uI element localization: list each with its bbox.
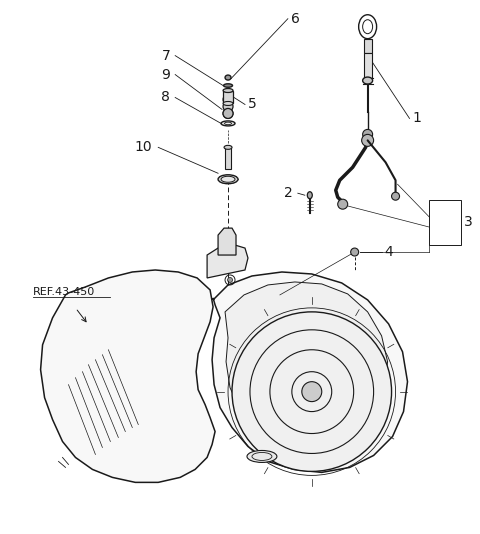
Text: 6: 6 [291, 12, 300, 26]
Text: 5: 5 [248, 98, 257, 112]
Ellipse shape [223, 89, 233, 92]
Ellipse shape [224, 84, 232, 87]
Ellipse shape [224, 145, 232, 150]
Circle shape [223, 108, 233, 119]
Polygon shape [41, 270, 215, 482]
Polygon shape [212, 272, 408, 473]
Bar [430, 200, 461, 245]
Circle shape [361, 135, 373, 146]
Circle shape [363, 129, 372, 139]
Circle shape [228, 278, 232, 282]
Polygon shape [364, 53, 372, 77]
Text: 1: 1 [412, 112, 421, 125]
Circle shape [223, 101, 233, 112]
Text: 9: 9 [161, 68, 170, 82]
Polygon shape [225, 147, 231, 169]
Text: 2: 2 [284, 186, 293, 200]
Ellipse shape [225, 75, 231, 80]
Ellipse shape [223, 101, 233, 106]
Ellipse shape [221, 176, 235, 182]
Circle shape [302, 382, 322, 402]
Circle shape [223, 95, 233, 105]
Circle shape [351, 248, 359, 256]
Polygon shape [207, 245, 248, 278]
Ellipse shape [221, 121, 235, 126]
Ellipse shape [247, 451, 277, 462]
Polygon shape [218, 228, 236, 255]
Text: REF.43-450: REF.43-450 [33, 287, 95, 297]
Polygon shape [223, 90, 233, 104]
Circle shape [338, 199, 348, 209]
Ellipse shape [218, 175, 238, 184]
Text: 10: 10 [134, 140, 152, 154]
Text: 7: 7 [161, 49, 170, 62]
Polygon shape [225, 282, 387, 444]
Circle shape [232, 312, 392, 472]
Circle shape [223, 108, 233, 119]
Text: 3: 3 [464, 215, 473, 229]
Polygon shape [364, 38, 372, 53]
Circle shape [392, 192, 399, 200]
Text: 8: 8 [161, 90, 170, 105]
Ellipse shape [307, 192, 312, 199]
Ellipse shape [225, 122, 231, 124]
Ellipse shape [363, 77, 372, 84]
Text: 4: 4 [384, 245, 393, 259]
